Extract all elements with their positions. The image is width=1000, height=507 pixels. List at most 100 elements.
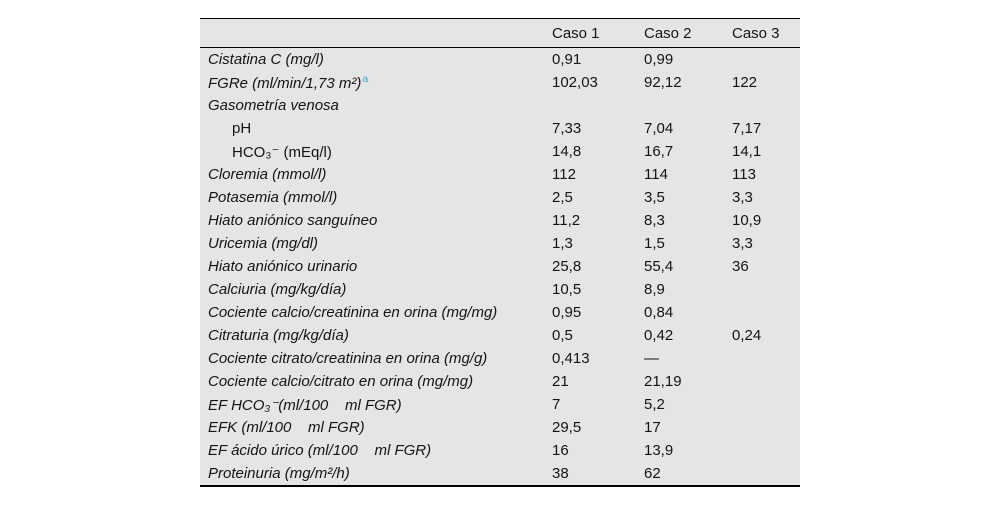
table-row: Calciuria (mg/kg/día) 10,5 8,9	[200, 278, 800, 301]
row-label-text: Uricemia (mg/dl)	[208, 235, 319, 252]
cell-value: 2,5	[552, 189, 573, 206]
row-label: EF HCO₃⁻(ml/100 ml FGR)	[200, 393, 552, 416]
row-label: Hiato aniónico urinario	[200, 255, 552, 278]
row-label: Cociente calcio/creatinina en orina (mg/…	[200, 301, 552, 324]
table-row: Potasemia (mmol/l) 2,5 3,5 3,3	[200, 186, 800, 209]
table-row: EFK (ml/100 ml FGR) 29,5 17	[200, 416, 800, 439]
cell-value	[552, 94, 644, 117]
cell-value: 55,4	[644, 258, 674, 275]
cell-value: 16	[552, 442, 569, 459]
row-label-text: EF ácido úrico (ml/100 ml FGR)	[208, 442, 432, 459]
cell-value: 0,91	[552, 51, 582, 68]
cell-value: 102,03	[552, 74, 598, 91]
row-label: Uricemia (mg/dl)	[200, 232, 552, 255]
row-label: Cociente citrato/creatinina en orina (mg…	[200, 347, 552, 370]
row-label-text: Citraturia (mg/kg/día)	[208, 327, 349, 344]
cell-value: 3,3	[732, 189, 753, 206]
cell-value: 10,9	[732, 212, 762, 229]
cell-value: 0,99	[644, 51, 674, 68]
row-label-text: Cociente calcio/citrato en orina (mg/mg)	[208, 373, 474, 390]
cell-value: 16,7	[644, 143, 674, 160]
table-body: Cistatina C (mg/l) 0,91 0,99 FGRe (ml/min/1…	[200, 48, 800, 487]
row-label-text: Hiato aniónico urinario	[208, 258, 358, 275]
row-label-text: Cloremia (mmol/l)	[208, 166, 327, 183]
row-label-text: HCO₃⁻ (mEq/l)	[232, 143, 332, 161]
row-label-text: EF HCO₃⁻(ml/100 ml FGR)	[208, 396, 402, 414]
cell-value: 1,5	[644, 235, 665, 252]
row-label-text: Gasometría venosa	[208, 97, 339, 114]
row-label: EF ácido úrico (ml/100 ml FGR)	[200, 439, 552, 462]
table-row: Hiato aniónico sanguíneo 11,2 8,3 10,9	[200, 209, 800, 232]
row-label-text: pH	[232, 120, 252, 137]
row-label: pH	[200, 117, 552, 140]
cell-value: 38	[552, 465, 569, 482]
table-header-row: Caso 1 Caso 2 Caso 3	[200, 18, 800, 48]
cell-value: 8,3	[644, 212, 665, 229]
cell-value: 21	[552, 373, 569, 390]
cell-value: 112	[552, 166, 576, 183]
row-label-text: FGRe (ml/min/1,73 m²)	[208, 75, 362, 92]
cell-value: 7	[552, 396, 561, 413]
table-row: Cistatina C (mg/l) 0,91 0,99	[200, 48, 800, 72]
cell-value: 14,1	[732, 143, 762, 160]
cell-value: 0,24	[732, 327, 762, 344]
cell-value	[644, 94, 732, 117]
cell-value: 7,33	[552, 120, 582, 137]
cell-value: 21,19	[644, 373, 682, 390]
row-label-text: Cociente citrato/creatinina en orina (mg…	[208, 350, 488, 367]
table-row: Hiato aniónico urinario 25,8 55,4 36	[200, 255, 800, 278]
table-row: Uricemia (mg/dl) 1,3 1,5 3,3	[200, 232, 800, 255]
footnote-marker-link[interactable]: a	[362, 73, 369, 85]
cell-value: 0,84	[644, 304, 674, 321]
cell-value: 8,9	[644, 281, 665, 298]
cell-value: 36	[732, 258, 749, 275]
cell-value: 29,5	[552, 419, 582, 436]
table-row: Cociente calcio/creatinina en orina (mg/…	[200, 301, 800, 324]
cell-value: —	[644, 350, 659, 367]
row-label: Cociente calcio/citrato en orina (mg/mg)	[200, 370, 552, 393]
table-row: EF ácido úrico (ml/100 ml FGR) 16 13,9	[200, 439, 800, 462]
table-row: Cociente calcio/citrato en orina (mg/mg)…	[200, 370, 800, 393]
cell-value: 1,3	[552, 235, 573, 252]
cell-value	[732, 94, 800, 117]
lab-values-table-container: Caso 1 Caso 2 Caso 3 Cistatina C (mg/l) 0…	[200, 18, 800, 487]
row-label-text: EFK (ml/100 ml FGR)	[208, 419, 365, 436]
cell-value: 0,42	[644, 327, 674, 344]
cell-value	[732, 462, 800, 486]
cell-value: 3,3	[732, 235, 753, 252]
cell-value	[732, 370, 800, 393]
row-label-text: Cistatina C (mg/l)	[208, 51, 324, 68]
row-label: Proteinuria (mg/m²/h)	[200, 462, 552, 486]
row-label: Cistatina C (mg/l)	[200, 48, 552, 72]
row-label: FGRe (ml/min/1,73 m²)a	[200, 71, 552, 94]
row-label-text: Hiato aniónico sanguíneo	[208, 212, 378, 229]
cell-value	[732, 347, 800, 370]
table-row: pH 7,33 7,04 7,17	[200, 117, 800, 140]
row-label-text: Cociente calcio/creatinina en orina (mg/…	[208, 304, 498, 321]
cell-value: 0,5	[552, 327, 573, 344]
row-label: Cloremia (mmol/l)	[200, 163, 552, 186]
cell-value	[732, 393, 800, 416]
cell-value: 0,413	[552, 350, 590, 367]
cell-value: 17	[644, 419, 661, 436]
table-row: Proteinuria (mg/m²/h) 38 62	[200, 462, 800, 486]
cell-value: 5,2	[644, 396, 665, 413]
header-caso-3: Caso 3	[732, 18, 800, 48]
cell-value: 13,9	[644, 442, 674, 459]
cell-value: 114	[644, 166, 668, 183]
cell-value: 25,8	[552, 258, 582, 275]
table-row: HCO₃⁻ (mEq/l) 14,8 16,7 14,1	[200, 140, 800, 163]
lab-values-table: Caso 1 Caso 2 Caso 3 Cistatina C (mg/l) 0…	[200, 18, 800, 487]
cell-value: 113	[732, 166, 756, 183]
table-row: FGRe (ml/min/1,73 m²)a 102,03 92,12 122	[200, 71, 800, 94]
cell-value: 0,95	[552, 304, 582, 321]
cell-value: 14,8	[552, 143, 582, 160]
row-label: Calciuria (mg/kg/día)	[200, 278, 552, 301]
row-label: Citraturia (mg/kg/día)	[200, 324, 552, 347]
row-label-text: Proteinuria (mg/m²/h)	[208, 465, 350, 482]
row-label: EFK (ml/100 ml FGR)	[200, 416, 552, 439]
row-label: Gasometría venosa	[200, 94, 552, 117]
row-label: HCO₃⁻ (mEq/l)	[200, 140, 552, 163]
cell-value: 3,5	[644, 189, 665, 206]
cell-value: 122	[732, 74, 758, 91]
